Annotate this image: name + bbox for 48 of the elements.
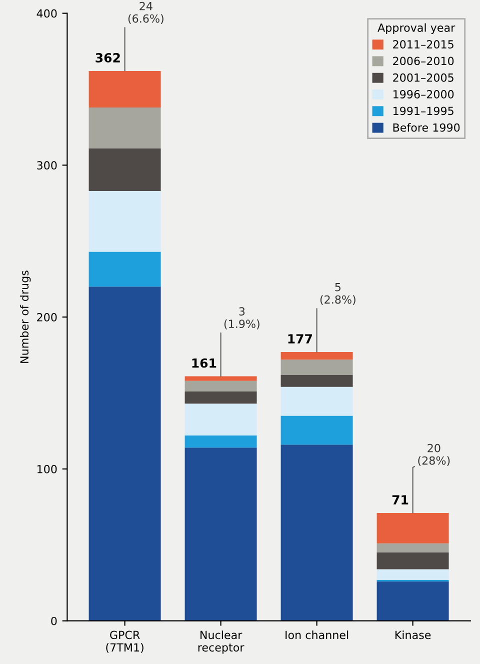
legend-label: 1991–1995 <box>393 106 454 116</box>
x-tick-label: Nuclear receptor <box>198 630 244 654</box>
annotation: 24 (6.6%) <box>128 2 164 24</box>
annotation: 3 (1.9%) <box>224 307 260 330</box>
annotation: 5 (2.8%) <box>320 283 356 306</box>
bar <box>184 391 257 404</box>
y-tick-label: 300 <box>37 161 57 170</box>
legend-label: 1996–2000 <box>393 90 454 98</box>
y-tick-label: 200 <box>37 313 57 322</box>
legend-label: 2001–2005 <box>393 73 454 82</box>
bar <box>376 552 449 570</box>
total-label: 161 <box>192 358 216 368</box>
bar <box>280 444 353 621</box>
bar <box>376 543 449 552</box>
bar <box>280 374 353 387</box>
bar <box>184 380 257 392</box>
total-label: 177 <box>288 334 312 344</box>
bar <box>88 190 161 252</box>
bar <box>280 386 353 416</box>
x-tick-label: GPCR (7TM1) <box>106 630 144 653</box>
bar <box>280 360 353 375</box>
total-label: 71 <box>392 495 408 504</box>
y-axis-title: Number of drugs <box>20 270 31 363</box>
y-tick-label: 100 <box>37 464 57 474</box>
bar <box>280 416 353 445</box>
bar <box>184 376 257 381</box>
annotation: 20 (28%) <box>418 444 450 466</box>
bar <box>280 352 353 360</box>
bar <box>88 286 161 621</box>
legend-label: 2011–2015 <box>393 40 454 49</box>
bar <box>88 148 161 191</box>
legend-label: 2006–2010 <box>393 56 454 66</box>
bar <box>184 448 257 621</box>
x-tick-label: Kinase <box>395 630 431 640</box>
x-tick-label: Ion channel <box>286 630 348 640</box>
y-tick-label: 400 <box>36 9 57 18</box>
bar <box>376 581 449 621</box>
bar <box>376 513 449 544</box>
bar <box>184 436 257 448</box>
bar <box>88 252 161 287</box>
bar <box>88 71 161 108</box>
bar <box>184 404 257 436</box>
total-label: 362 <box>96 53 120 62</box>
legend-title: Approval year <box>378 23 456 34</box>
y-tick-label: 0 <box>51 616 57 626</box>
legend-label: Before 1990 <box>393 123 460 132</box>
bar <box>376 569 449 580</box>
bar <box>88 107 161 148</box>
